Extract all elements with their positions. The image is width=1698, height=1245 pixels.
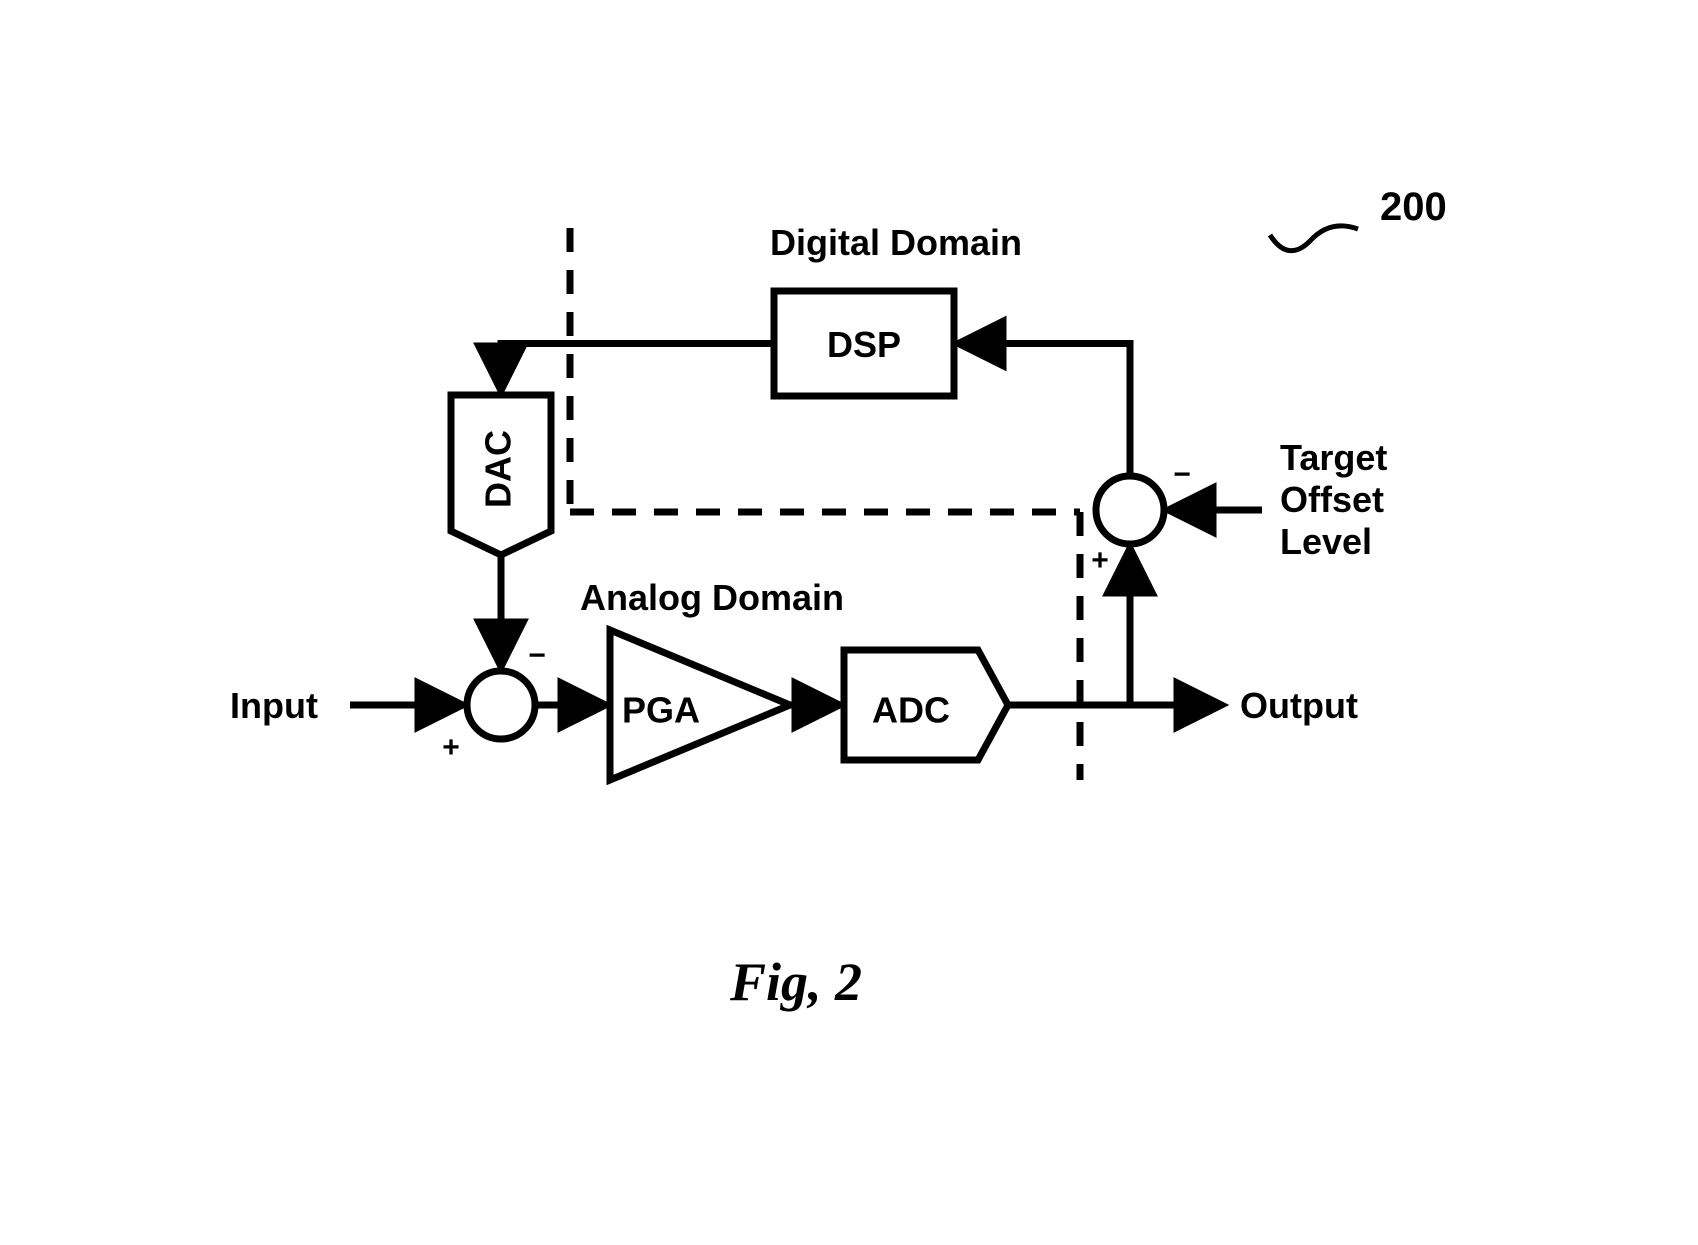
dsp-label: DSP	[827, 324, 901, 365]
target-offset-level-label-1: Target	[1280, 437, 1387, 478]
arrow-sum2-to-dsp	[960, 344, 1130, 477]
sum-junction-input	[467, 671, 535, 739]
sum1-minus-sign: −	[528, 639, 546, 672]
adc-label: ADC	[872, 690, 950, 731]
target-offset-level-label-3: Level	[1280, 521, 1372, 562]
arrow-dsp-to-dac	[501, 344, 774, 390]
figure-caption: Fig, 2	[729, 952, 862, 1012]
figure-number-label: 200	[1380, 185, 1447, 229]
analog-domain-label: Analog Domain	[580, 577, 844, 618]
sum2-plus-sign: +	[1091, 544, 1109, 577]
sum-junction-target	[1096, 476, 1164, 544]
sum2-minus-sign: −	[1173, 458, 1191, 491]
sum1-plus-sign: +	[442, 731, 460, 764]
figure-squiggle	[1270, 226, 1358, 251]
pga-label: PGA	[622, 690, 700, 731]
digital-domain-label: Digital Domain	[770, 222, 1022, 263]
target-offset-level-label-2: Offset	[1280, 479, 1384, 520]
output-label: Output	[1240, 685, 1358, 726]
dac-label: DAC	[478, 430, 519, 508]
input-label: Input	[230, 685, 318, 726]
